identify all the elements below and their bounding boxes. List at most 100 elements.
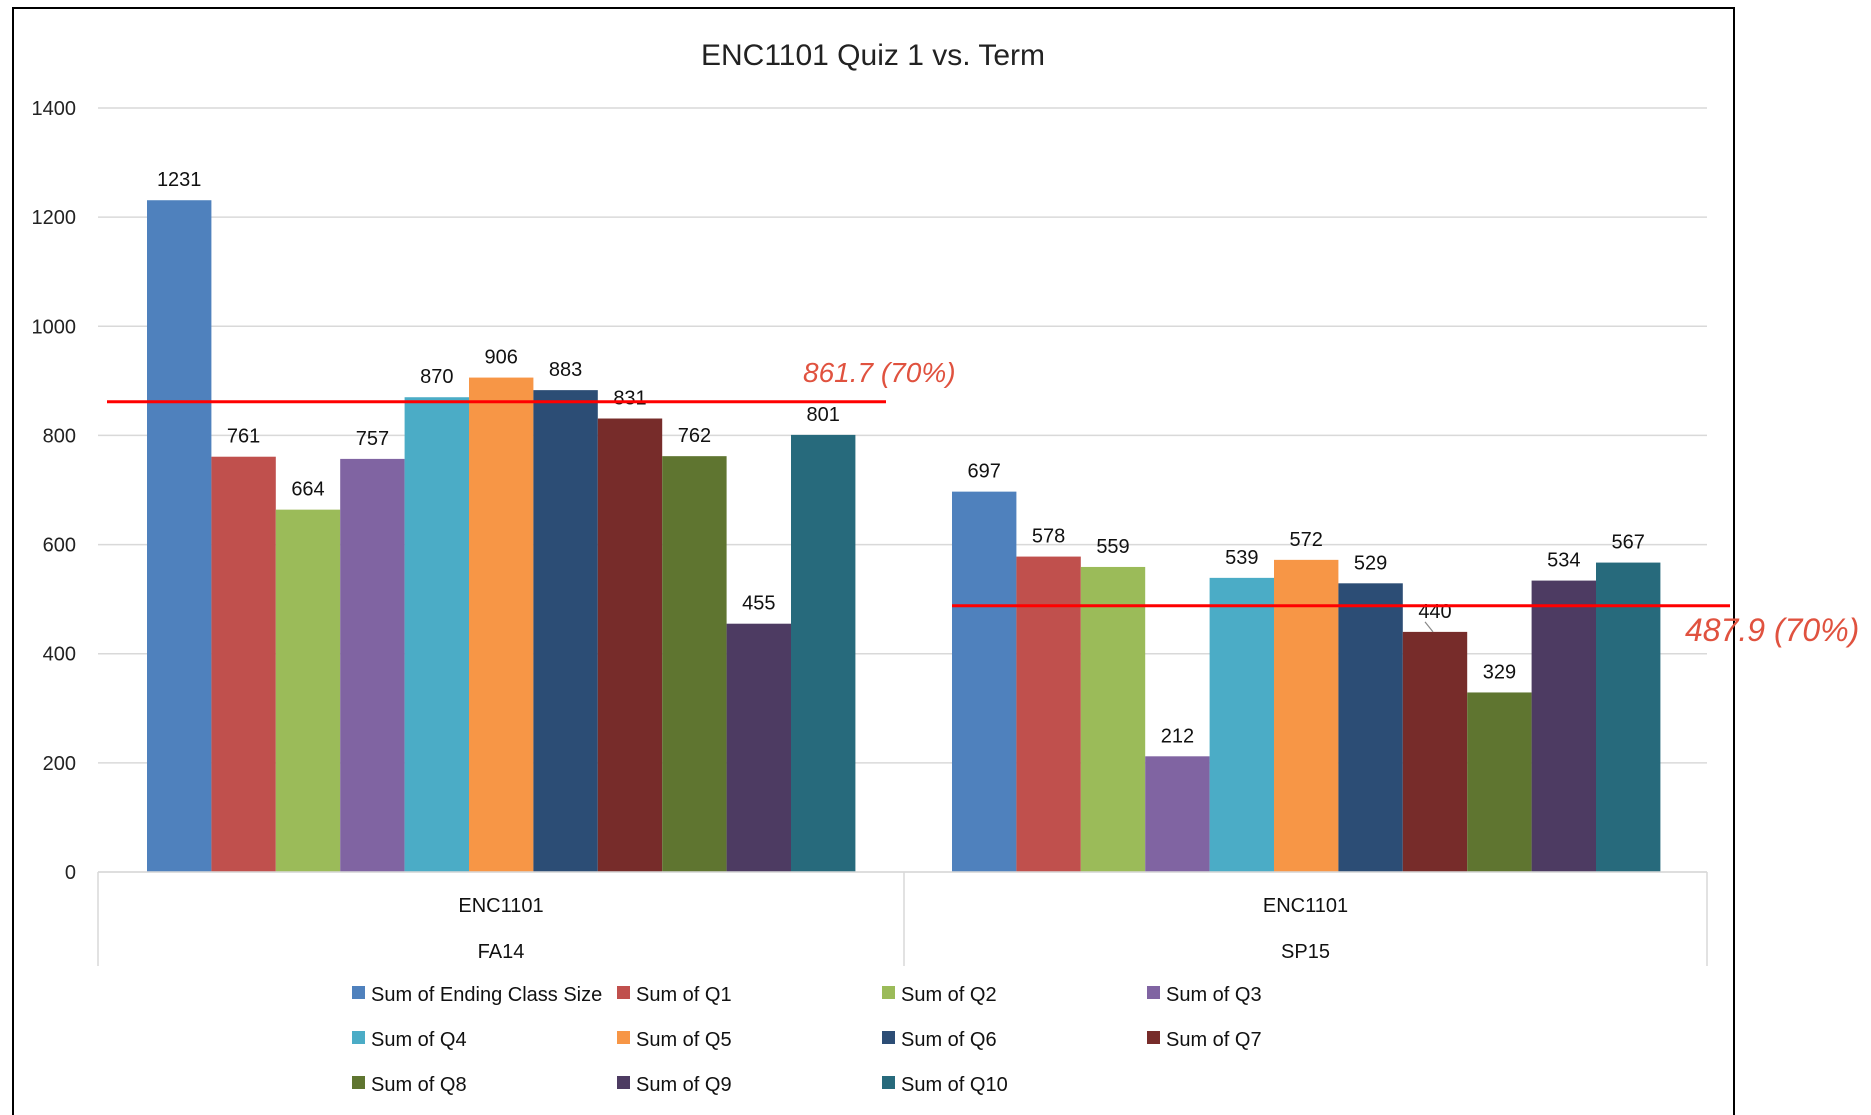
legend-label: Sum of Q8 xyxy=(371,1074,467,1096)
data-label: 762 xyxy=(678,425,711,447)
legend-item: Sum of Q2 xyxy=(882,984,997,1006)
bar xyxy=(1274,559,1339,872)
legend-item: Sum of Q3 xyxy=(1147,984,1262,1006)
legend-item: Sum of Q10 xyxy=(882,1074,1008,1096)
data-label: 1231 xyxy=(157,169,202,191)
legend-swatch xyxy=(617,986,630,999)
data-label: 831 xyxy=(613,388,646,410)
legend-label: Sum of Q9 xyxy=(636,1074,732,1096)
bar xyxy=(1596,562,1661,872)
legend-item: Sum of Ending Class Size xyxy=(352,984,602,1006)
y-tick-label: 800 xyxy=(43,425,76,447)
reference-label-fa14: 861.7 (70%) xyxy=(803,357,956,388)
legend-label: Sum of Q10 xyxy=(901,1074,1008,1096)
legend-swatch xyxy=(352,986,365,999)
chart-title: ENC1101 Quiz 1 vs. Term xyxy=(701,39,1045,72)
legend-swatch xyxy=(1147,986,1160,999)
legend-swatch xyxy=(882,1076,895,1089)
legend-swatch xyxy=(617,1076,630,1089)
bar xyxy=(726,623,791,872)
legend-label: Sum of Q2 xyxy=(901,984,997,1006)
label-leader-line xyxy=(1424,621,1434,633)
bar xyxy=(275,509,341,872)
legend-label: Sum of Ending Class Size xyxy=(371,984,602,1006)
x-category-label: ENC1101 xyxy=(458,895,543,917)
bar xyxy=(662,456,727,872)
bar xyxy=(1531,580,1596,872)
data-label: 572 xyxy=(1290,529,1323,551)
legend-label: Sum of Q7 xyxy=(1166,1029,1262,1051)
bar xyxy=(1402,631,1468,872)
y-tick-label: 600 xyxy=(43,535,76,557)
bar xyxy=(1467,692,1532,872)
legend-item: Sum of Q9 xyxy=(617,1074,732,1096)
legend-item: Sum of Q1 xyxy=(617,984,732,1006)
data-label: 529 xyxy=(1354,552,1387,574)
bar xyxy=(340,458,405,872)
data-label: 578 xyxy=(1032,526,1065,548)
data-label: 664 xyxy=(291,479,324,501)
bar xyxy=(533,390,598,872)
data-label: 883 xyxy=(549,359,582,381)
bar xyxy=(211,456,276,872)
bar xyxy=(1209,577,1274,872)
data-label: 440 xyxy=(1418,601,1451,623)
data-label: 212 xyxy=(1161,725,1194,747)
x-term-label: SP15 xyxy=(1281,941,1330,963)
legend-swatch xyxy=(352,1076,365,1089)
bar xyxy=(791,434,856,872)
bar xyxy=(1080,566,1146,872)
data-label: 567 xyxy=(1612,532,1645,554)
y-tick-label: 400 xyxy=(43,644,76,666)
data-label: 870 xyxy=(420,366,453,388)
bar xyxy=(1145,756,1210,872)
data-labels: 1231 761 664 757 870 906 883 831 762 455 801 697 578… xyxy=(157,169,1645,747)
x-axis: ENC1101 FA14 ENC1101 SP15 xyxy=(97,871,1708,966)
reference-label-sp15: 487.9 (70%) xyxy=(1685,612,1860,648)
data-label: 534 xyxy=(1547,550,1580,572)
data-label: 801 xyxy=(807,404,840,426)
bar xyxy=(1338,583,1403,872)
legend: Sum of Ending Class Size Sum of Q1 Sum of … xyxy=(352,984,1262,1096)
x-term-label: FA14 xyxy=(478,941,525,963)
legend-swatch xyxy=(1147,1031,1160,1044)
bar xyxy=(1016,556,1081,872)
data-label: 559 xyxy=(1096,536,1129,558)
legend-item: Sum of Q6 xyxy=(882,1029,997,1051)
y-tick-label: 0 xyxy=(65,862,76,884)
bar xyxy=(147,200,212,872)
data-label: 757 xyxy=(356,428,389,450)
data-label: 697 xyxy=(968,461,1001,483)
legend-item: Sum of Q7 xyxy=(1147,1029,1262,1051)
data-label: 455 xyxy=(742,593,775,615)
data-label: 761 xyxy=(227,426,260,448)
legend-swatch xyxy=(882,986,895,999)
legend-label: Sum of Q5 xyxy=(636,1029,732,1051)
x-category-label: ENC1101 xyxy=(1263,895,1348,917)
legend-item: Sum of Q4 xyxy=(352,1029,467,1051)
bar xyxy=(952,491,1017,872)
y-axis: 0 200 400 600 800 1000 1200 1400 xyxy=(32,98,77,884)
bar xyxy=(469,377,534,872)
legend-swatch xyxy=(882,1031,895,1044)
legend-item: Sum of Q5 xyxy=(617,1029,732,1051)
legend-label: Sum of Q1 xyxy=(636,984,732,1006)
y-tick-label: 1000 xyxy=(32,316,77,338)
bar xyxy=(597,418,663,872)
data-label: 906 xyxy=(485,347,518,369)
legend-swatch xyxy=(617,1031,630,1044)
legend-label: Sum of Q3 xyxy=(1166,984,1262,1006)
bar xyxy=(404,397,469,872)
y-tick-label: 1400 xyxy=(32,98,77,120)
legend-swatch xyxy=(352,1031,365,1044)
legend-item: Sum of Q8 xyxy=(352,1074,467,1096)
y-tick-label: 200 xyxy=(43,753,76,775)
legend-label: Sum of Q4 xyxy=(371,1029,467,1051)
reference-lines xyxy=(107,400,1730,608)
data-label: 539 xyxy=(1225,547,1258,569)
y-tick-label: 1200 xyxy=(32,207,77,229)
data-label: 329 xyxy=(1483,661,1516,683)
legend-label: Sum of Q6 xyxy=(901,1029,997,1051)
bars xyxy=(147,200,1661,872)
